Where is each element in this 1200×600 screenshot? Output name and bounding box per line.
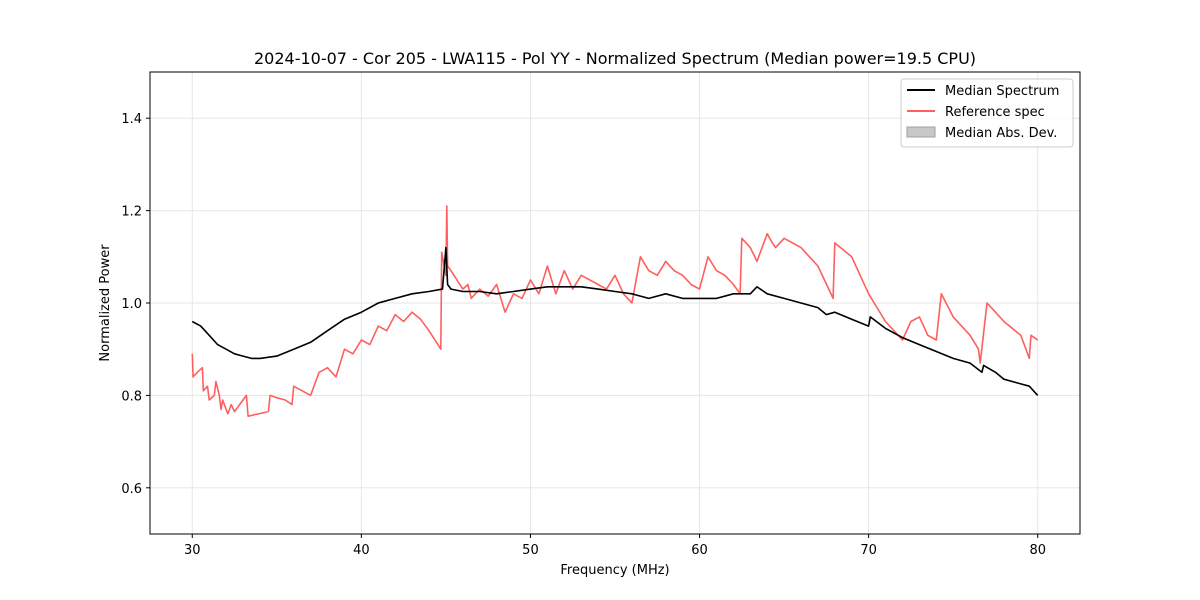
y-tick-label: 0.6 bbox=[121, 482, 142, 497]
x-tick-label: 30 bbox=[184, 543, 201, 558]
series-lines bbox=[191, 205, 1039, 418]
legend-median-label: Median Spectrum bbox=[945, 84, 1059, 99]
legend: Median Spectrum Reference spec Median Ab… bbox=[900, 78, 1074, 148]
y-axis: 0.6 0.8 1.0 1.2 1.4 bbox=[121, 112, 150, 497]
x-axis-label: Frequency (MHz) bbox=[560, 563, 669, 578]
x-tick-label: 70 bbox=[860, 543, 877, 558]
legend-reference-label: Reference spec bbox=[945, 105, 1045, 120]
x-axis: 30 40 50 60 70 80 bbox=[184, 534, 1046, 558]
chart-title: 2024-10-07 - Cor 205 - LWA115 - Pol YY -… bbox=[254, 49, 976, 68]
x-tick-label: 80 bbox=[1029, 543, 1046, 558]
legend-mad-swatch bbox=[906, 126, 936, 138]
reference-spec-line bbox=[191, 205, 1039, 418]
y-tick-label: 1.0 bbox=[121, 297, 142, 312]
y-tick-label: 1.4 bbox=[121, 112, 142, 127]
median-spectrum-line bbox=[191, 246, 1039, 396]
x-tick-label: 40 bbox=[353, 543, 370, 558]
y-tick-label: 1.2 bbox=[121, 205, 142, 220]
grid bbox=[150, 72, 1080, 534]
legend-box bbox=[900, 78, 1074, 148]
x-tick-label: 50 bbox=[522, 543, 539, 558]
x-tick-label: 60 bbox=[691, 543, 708, 558]
legend-mad-label: Median Abs. Dev. bbox=[945, 126, 1057, 141]
y-axis-label: Normalized Power bbox=[98, 244, 113, 362]
y-tick-label: 0.8 bbox=[121, 389, 142, 404]
